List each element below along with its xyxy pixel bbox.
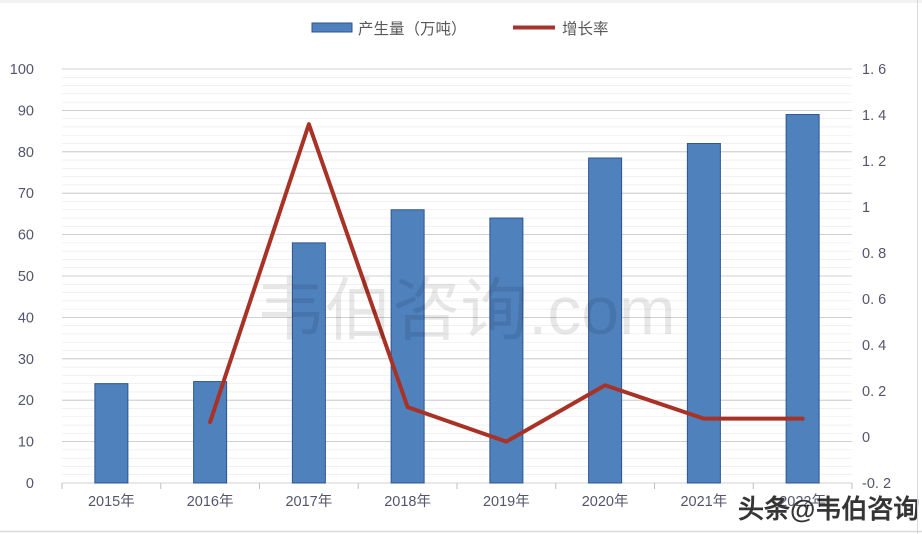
svg-text:0. 2: 0. 2 (862, 384, 886, 400)
svg-text:1. 2: 1. 2 (862, 154, 886, 170)
svg-text:-0. 2: -0. 2 (862, 476, 891, 492)
svg-text:2020年: 2020年 (582, 493, 629, 510)
svg-text:2015年: 2015年 (88, 493, 135, 510)
svg-text:60: 60 (18, 228, 34, 244)
svg-text:2018年: 2018年 (384, 493, 431, 510)
svg-text:2019年: 2019年 (483, 493, 530, 510)
svg-text:0. 4: 0. 4 (862, 338, 886, 354)
svg-text:80: 80 (18, 145, 34, 161)
svg-text:0: 0 (26, 476, 34, 492)
svg-text:30: 30 (18, 352, 34, 368)
svg-text:0. 6: 0. 6 (862, 292, 886, 308)
svg-text:70: 70 (18, 186, 34, 202)
svg-text:50: 50 (18, 269, 34, 285)
svg-text:2021年: 2021年 (680, 493, 727, 510)
svg-text:韦伯咨询.com: 韦伯咨询.com (256, 273, 675, 349)
svg-text:0: 0 (862, 430, 870, 446)
svg-text:10: 10 (18, 435, 34, 451)
svg-text:2016年: 2016年 (187, 493, 234, 510)
svg-text:产生量（万吨）: 产生量（万吨） (358, 20, 467, 38)
svg-text:1. 4: 1. 4 (862, 108, 886, 124)
svg-text:0. 8: 0. 8 (862, 246, 886, 262)
svg-text:头条@韦伯咨询: 头条@韦伯咨询 (738, 494, 919, 524)
svg-text:1. 6: 1. 6 (862, 62, 886, 78)
svg-text:1: 1 (862, 200, 870, 216)
svg-text:40: 40 (18, 310, 34, 326)
svg-text:增长率: 增长率 (562, 20, 609, 38)
svg-text:100: 100 (10, 62, 34, 78)
svg-text:2017年: 2017年 (285, 493, 332, 510)
svg-text:90: 90 (18, 103, 34, 119)
svg-text:20: 20 (18, 393, 34, 409)
